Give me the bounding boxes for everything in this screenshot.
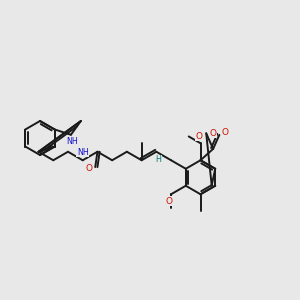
- Text: H: H: [155, 155, 161, 164]
- Text: O: O: [86, 164, 93, 172]
- Text: NH: NH: [77, 148, 88, 157]
- Text: O: O: [195, 132, 202, 141]
- Text: NH: NH: [66, 137, 78, 146]
- Text: O: O: [222, 128, 229, 137]
- Text: O: O: [166, 197, 172, 206]
- Text: O: O: [210, 129, 217, 138]
